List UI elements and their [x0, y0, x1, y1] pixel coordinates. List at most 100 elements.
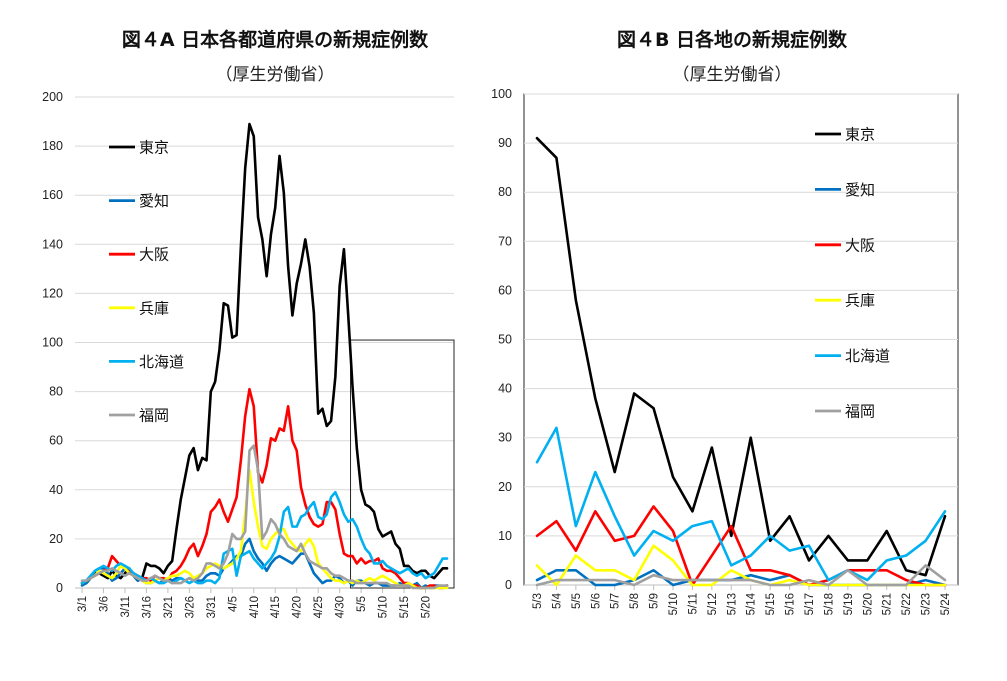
- x-tick-label: 5/23: [921, 593, 933, 615]
- y-tick-label: 200: [42, 90, 63, 104]
- x-tick-label: 5/14: [746, 592, 758, 615]
- series-line-北海道: [535, 426, 947, 582]
- x-tick-label: 5/13: [726, 593, 738, 615]
- legend-label: 東京: [845, 126, 875, 144]
- x-tick-label: 5/22: [901, 593, 913, 615]
- legend-label: 愛知: [845, 181, 875, 199]
- x-tick-label: 5/10: [668, 593, 680, 615]
- chart-4b-series: [535, 136, 947, 587]
- x-tick-label: 5/18: [823, 593, 835, 615]
- series-line-福岡: [80, 444, 449, 590]
- chart-4a-series: [80, 122, 449, 590]
- chart-4a-highlight-box: [350, 339, 455, 589]
- y-tick-label: 20: [49, 532, 63, 546]
- x-tick-label: 5/9: [649, 593, 661, 609]
- y-tick-label: 90: [498, 136, 512, 150]
- x-tick-label: 5/12: [707, 593, 719, 615]
- x-tick-label: 5/15: [765, 593, 777, 615]
- legend-label: 愛知: [139, 192, 169, 210]
- x-tick-label: 5/21: [882, 593, 894, 615]
- x-tick-label: 4/10: [249, 596, 261, 618]
- chart-4b-x-axis: 5/3 5/4 5/5 5/6 5/7 5/8 5/9 5/10 5/11 5/12 5/13 5/1…: [524, 584, 958, 615]
- x-tick-label: 4/5: [227, 596, 239, 612]
- legend-label: 大阪: [845, 236, 875, 254]
- series-line-大阪: [535, 505, 947, 587]
- x-tick-label: 5/16: [785, 593, 797, 615]
- legend-label: 東京: [139, 139, 169, 157]
- series-line-福岡: [535, 564, 947, 587]
- chart-4a-gridlines: [75, 96, 454, 540]
- legend-label: 大阪: [139, 246, 169, 264]
- y-tick-label: 180: [42, 139, 63, 153]
- x-tick-label: 3/21: [163, 596, 175, 618]
- chart-4b-subtitle: （厚生労働省）: [673, 65, 792, 85]
- series-line-東京: [535, 136, 947, 577]
- x-tick-label: 5/6: [590, 593, 602, 609]
- x-tick-label: 3/6: [98, 596, 110, 612]
- x-tick-label: 4/20: [292, 596, 304, 618]
- x-tick-label: 3/31: [206, 596, 218, 618]
- y-tick-label: 60: [498, 283, 512, 297]
- y-tick-label: 0: [505, 578, 512, 592]
- chart-4a: 図４A 日本各都道府県の新規症例数 （厚生労働省） 0 20 40 60 80 100 12…: [42, 28, 455, 618]
- highlight-box: [350, 339, 455, 589]
- series-line-東京: [80, 122, 449, 585]
- x-tick-label: 5/10: [378, 596, 390, 618]
- x-tick-label: 5/15: [399, 596, 411, 618]
- x-tick-label: 4/30: [335, 596, 347, 618]
- x-tick-label: 5/24: [940, 592, 952, 615]
- legend-label: 福岡: [845, 403, 875, 421]
- legend-label: 北海道: [139, 353, 184, 371]
- legend-label: 北海道: [845, 347, 890, 365]
- y-tick-label: 60: [49, 434, 63, 448]
- y-tick-label: 100: [491, 87, 512, 101]
- y-tick-label: 160: [42, 188, 63, 202]
- y-tick-label: 80: [498, 185, 512, 199]
- x-tick-label: 5/20: [421, 596, 433, 618]
- series-line-大阪: [80, 387, 449, 590]
- series-line-北海道: [80, 490, 449, 585]
- x-tick-label: 3/11: [120, 596, 132, 618]
- y-tick-label: 40: [498, 382, 512, 396]
- x-tick-label: 3/26: [184, 596, 196, 618]
- y-tick-label: 120: [42, 286, 63, 300]
- x-tick-label: 5/17: [804, 593, 816, 615]
- chart-4a-y-axis: 0 20 40 60 80 100 120 140 160 180 200: [42, 90, 63, 595]
- y-tick-label: 100: [42, 336, 63, 350]
- y-tick-label: 0: [56, 581, 63, 595]
- legend-label: 兵庫: [845, 292, 875, 310]
- chart-4b-title: 図４B 日各地の新規症例数: [617, 28, 848, 51]
- legend-label: 兵庫: [139, 299, 169, 317]
- x-tick-label: 5/3: [532, 593, 544, 609]
- x-tick-label: 5/5: [356, 596, 368, 612]
- x-tick-label: 5/19: [843, 593, 855, 615]
- y-tick-label: 70: [498, 234, 512, 248]
- y-tick-label: 80: [49, 385, 63, 399]
- x-tick-label: 3/1: [77, 596, 89, 612]
- x-tick-label: 5/11: [687, 593, 699, 615]
- x-tick-label: 5/20: [862, 593, 874, 615]
- y-tick-label: 20: [498, 480, 512, 494]
- x-tick-label: 5/8: [629, 593, 641, 609]
- y-tick-label: 140: [42, 237, 63, 251]
- chart-4b-gridlines: [524, 93, 958, 537]
- chart-4b-y-axis: 0 10 20 30 40 50 60 70 80 90 100: [491, 87, 512, 592]
- x-tick-label: 4/15: [270, 596, 282, 618]
- y-tick-label: 40: [49, 483, 63, 497]
- y-tick-label: 10: [498, 529, 512, 543]
- x-tick-label: 3/16: [141, 596, 153, 618]
- chart-4a-x-axis: 3/1 3/6 3/11 3/16 3/21 3/26 3/31 4/5 4/10 4/15 4/2…: [75, 587, 454, 618]
- x-tick-label: 5/5: [571, 593, 583, 609]
- x-tick-label: 4/25: [313, 596, 325, 618]
- chart-4b: 図４B 日各地の新規症例数 （厚生労働省） 0 10 20 30 40 50 60 70 80 9…: [491, 28, 959, 615]
- chart-4a-subtitle: （厚生労働省）: [216, 65, 335, 85]
- y-tick-label: 50: [498, 333, 512, 347]
- chart-4a-title: 図４A 日本各都道府県の新規症例数: [122, 28, 429, 51]
- x-tick-label: 5/7: [610, 593, 622, 609]
- x-tick-label: 5/4: [551, 592, 563, 609]
- series-line-愛知: [535, 568, 947, 587]
- y-tick-label: 30: [498, 431, 512, 445]
